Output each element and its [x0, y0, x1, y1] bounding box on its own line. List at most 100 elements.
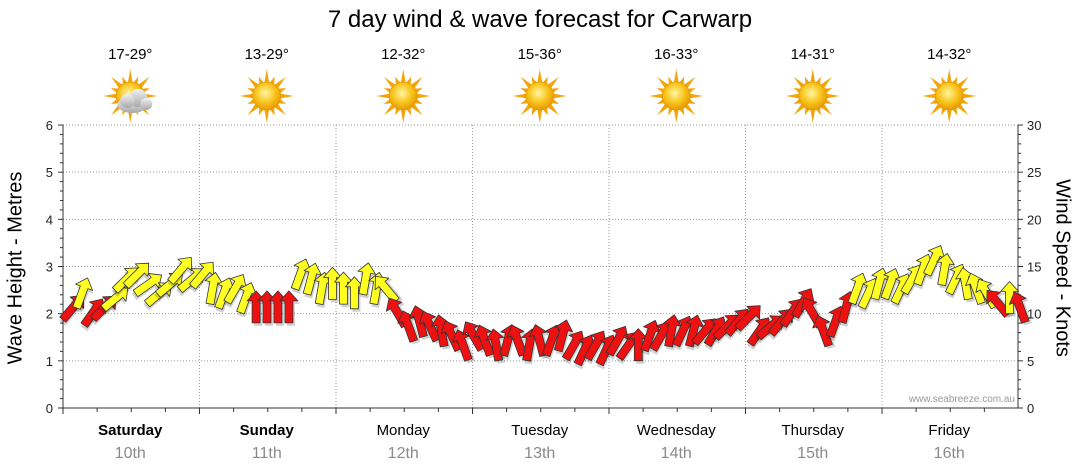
- sun-ray: [683, 103, 696, 116]
- right-tick-label: 30: [1027, 118, 1041, 133]
- wind-arrow: [554, 319, 574, 356]
- temperature-label: 14-32°: [927, 46, 971, 63]
- wind-arrow-shape: [167, 257, 193, 285]
- sun-ray: [922, 93, 937, 99]
- sun-ray: [810, 69, 816, 83]
- wind-arrow-shape: [132, 273, 163, 298]
- sunny-icon: [785, 69, 840, 123]
- sun-ray: [810, 109, 816, 123]
- sunny-icon: [376, 69, 431, 123]
- sun-ray: [400, 69, 406, 83]
- wind-arrow: [131, 273, 163, 301]
- sun-disc: [252, 81, 282, 111]
- temperature-label: 17-29°: [108, 46, 152, 63]
- wind-arrow-shape: [506, 324, 528, 357]
- day-name-label: Saturday: [98, 422, 163, 439]
- sun-ray: [520, 76, 533, 89]
- day-date-label: 13th: [524, 445, 555, 462]
- day-name-label: Wednesday: [637, 422, 716, 439]
- daily-weather: Saturday 10th 17-29° Sunday 11th 13-29° Monday…: [98, 46, 977, 462]
- sun-ray: [793, 103, 806, 116]
- cloud-part: [140, 98, 153, 110]
- wind-arrow-shape: [936, 253, 955, 287]
- wind-arrow-shape: [279, 290, 299, 324]
- sun-ray: [825, 93, 840, 99]
- sun-ray: [657, 76, 669, 89]
- sun-ray: [111, 76, 123, 89]
- sun-ray: [793, 76, 806, 89]
- wind-arrow-shape: [473, 324, 495, 357]
- sun-ray: [946, 109, 952, 123]
- axes: 0 1 2 3 4 5 6 0 5 10 15 20 25 30: [46, 118, 1042, 416]
- sun-ray: [127, 69, 133, 83]
- wind-arrow: [870, 267, 891, 304]
- sun-ray: [247, 103, 260, 116]
- sun-ray: [537, 109, 543, 123]
- left-tick-label: 1: [46, 354, 53, 369]
- sunny-icon: [649, 69, 704, 123]
- sun-ray: [410, 103, 423, 116]
- sun-ray: [657, 103, 669, 116]
- sun-ray: [247, 76, 260, 89]
- sun-ray: [239, 93, 254, 99]
- sun-ray: [930, 103, 942, 116]
- sun-ray: [547, 76, 559, 89]
- wind-arrow-shape: [812, 315, 833, 348]
- sun-ray: [689, 93, 704, 99]
- wind-arrow: [812, 315, 836, 350]
- wind-arrow-shape: [1000, 281, 1019, 314]
- wind-arrow: [452, 329, 476, 364]
- sun-ray: [520, 103, 533, 116]
- sun-ray: [683, 76, 696, 89]
- wind-arrow: [936, 253, 956, 289]
- temperature-label: 14-31°: [791, 46, 835, 63]
- sun-disc: [661, 81, 691, 111]
- grid: [63, 124, 1018, 408]
- wind-arrow: [473, 324, 497, 359]
- wind-arrow: [485, 328, 507, 364]
- right-tick-label: 10: [1027, 307, 1041, 322]
- sun-ray: [264, 69, 270, 83]
- sun-ray: [384, 76, 396, 89]
- sun-ray: [820, 76, 832, 89]
- partly-cloudy-icon: [103, 69, 158, 123]
- wind-arrow-shape: [462, 321, 486, 352]
- sunny-icon: [922, 69, 977, 123]
- sun-ray: [264, 109, 270, 123]
- chart-title: 7 day wind & wave forecast for Carwarp: [327, 6, 753, 33]
- right-tick-label: 0: [1027, 401, 1034, 416]
- wind-arrow: [663, 314, 683, 351]
- sun-ray: [279, 93, 294, 99]
- sun-ray: [376, 93, 391, 99]
- sun-ray: [400, 109, 406, 123]
- sun-ray: [552, 93, 567, 99]
- sun-ray: [274, 76, 286, 89]
- sun-ray: [274, 103, 286, 116]
- sun-disc: [525, 81, 555, 111]
- credit-text: www.seabreeze.com.au: [908, 394, 1015, 405]
- sun-ray: [673, 69, 679, 83]
- wind-arrow-shape: [357, 262, 376, 296]
- wind-arrow-shape: [418, 311, 441, 343]
- temperature-label: 16-33°: [654, 46, 698, 63]
- left-tick-label: 2: [46, 307, 53, 322]
- wind-arrow-shape: [734, 305, 761, 332]
- sun-ray: [946, 69, 952, 83]
- wind-arrow: [167, 257, 193, 289]
- sun-ray: [512, 93, 527, 99]
- sun-ray: [137, 76, 150, 89]
- temperature-label: 12-32°: [381, 46, 425, 63]
- right-tick-label: 5: [1027, 354, 1034, 369]
- left-tick-label: 0: [46, 401, 53, 416]
- day-name-label: Sunday: [240, 422, 295, 439]
- day-name-label: Tuesday: [511, 422, 568, 439]
- day-date-label: 16th: [934, 445, 965, 462]
- sun-ray: [416, 93, 431, 99]
- cloud-part: [120, 94, 135, 108]
- temperature-label: 13-29°: [245, 46, 289, 63]
- sun-ray: [410, 76, 423, 89]
- wind-arrow-shape: [452, 329, 473, 362]
- wind-arrow: [734, 305, 761, 335]
- sun-ray: [785, 93, 800, 99]
